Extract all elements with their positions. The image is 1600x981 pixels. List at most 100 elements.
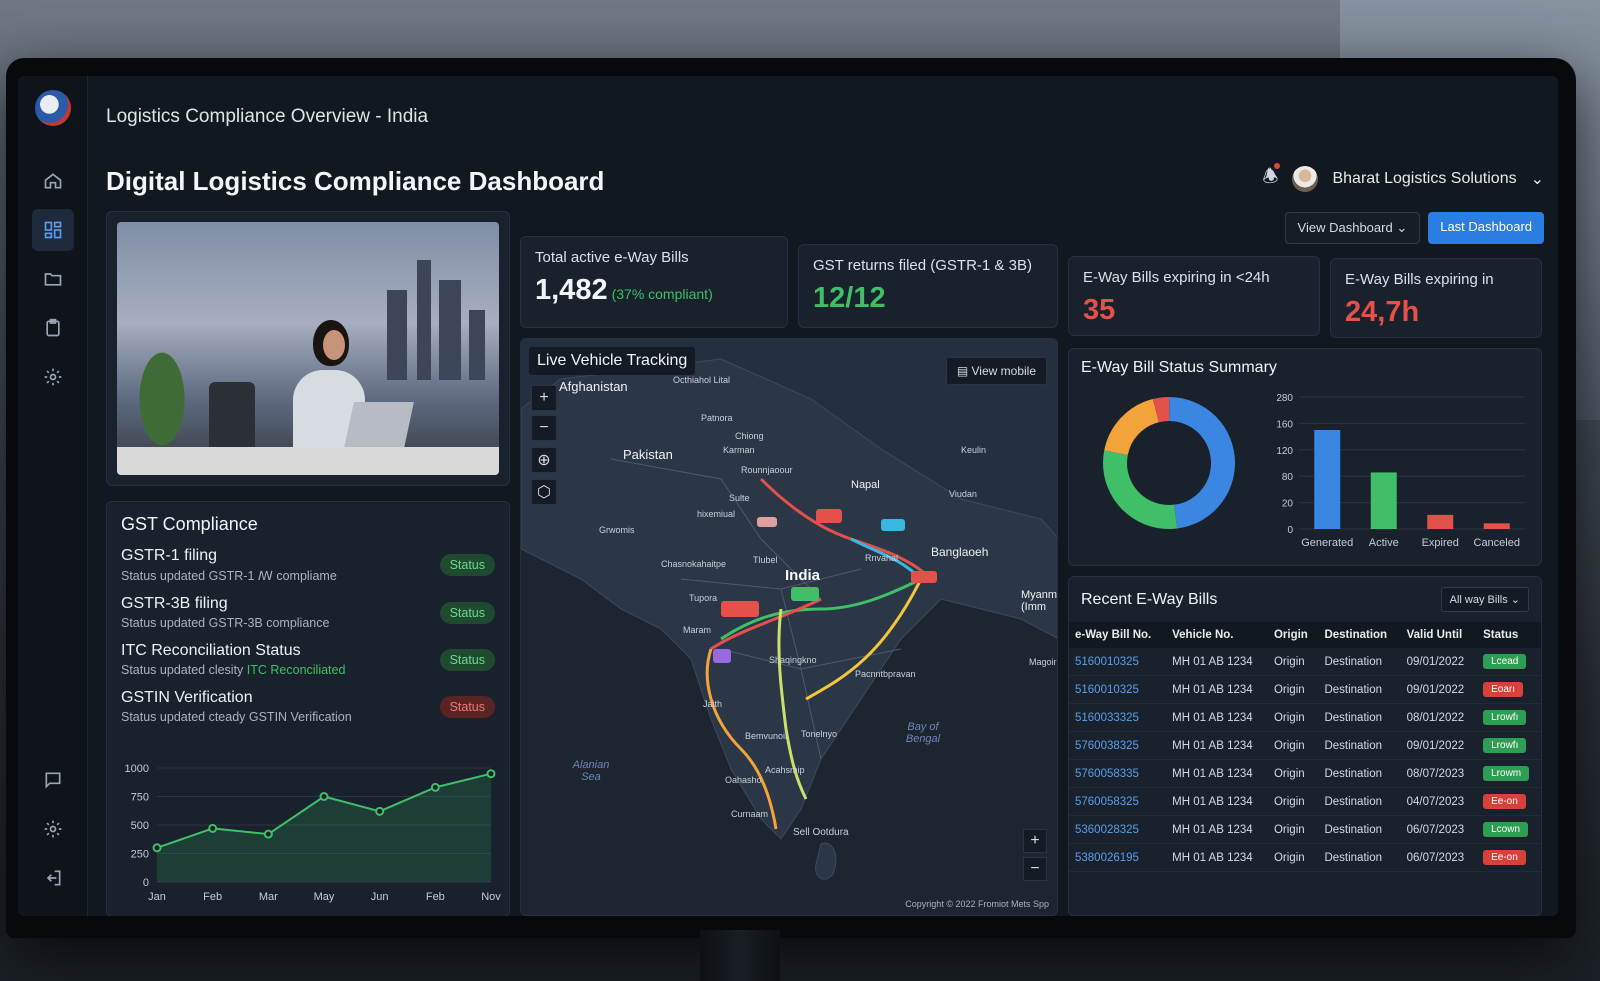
route-yellow (777, 608, 808, 800)
vehicle-tracking-map[interactable]: Live Vehicle Tracking ▤ View mobile + − … (520, 338, 1058, 916)
bar[interactable] (1370, 472, 1397, 529)
status-badge[interactable]: Ee-on (1483, 794, 1526, 809)
line-point[interactable] (152, 843, 162, 853)
window-title: Logistics Compliance Overview - India (106, 106, 429, 127)
destination-cell: Destination (1318, 759, 1401, 788)
status-badge[interactable]: Eoarı (1483, 682, 1524, 697)
map-zoom-in-button[interactable]: + (531, 385, 557, 411)
map-zoom-in-button-bottom[interactable]: + (1023, 829, 1047, 853)
sidebar-item-messages[interactable] (32, 759, 74, 801)
bar[interactable] (1314, 430, 1341, 529)
map-title: Live Vehicle Tracking (529, 347, 696, 375)
status-badge[interactable]: Lrowm (1483, 766, 1530, 781)
status-badge[interactable]: Status (439, 648, 495, 671)
column-header[interactable]: Vehicle No. (1166, 622, 1268, 648)
map-zoom-out-button-bottom[interactable]: − (1023, 857, 1047, 881)
view-dashboard-dropdown[interactable]: View Dashboard ⌄ (1284, 212, 1421, 244)
map-label-city: Curnaam (731, 809, 769, 819)
last-dashboard-button[interactable]: Last Dashboard (1428, 212, 1544, 244)
status-badge[interactable]: Ee-on (1483, 850, 1526, 865)
donut-slice[interactable] (1103, 397, 1235, 529)
bills-filter-dropdown[interactable]: All way Bills ⌄ (1440, 587, 1529, 612)
bill-number-link[interactable]: 5160010325 (1069, 648, 1167, 676)
sidebar-item-folder[interactable] (32, 258, 74, 300)
table-row[interactable]: 5160010325 MH 01 AB 1234 Origin Destinat… (1069, 675, 1541, 704)
table-row[interactable]: 5380026195 MH 01 AB 1234 Origin Destinat… (1069, 843, 1541, 872)
map-zoom-out-button[interactable]: − (531, 415, 557, 441)
map-locate-icon[interactable]: ⊕ (531, 447, 557, 473)
kpi-value: 24,7h (1345, 296, 1420, 328)
column-header[interactable]: Valid Until (1400, 622, 1478, 648)
line-point[interactable] (430, 782, 440, 792)
map-layers-icon[interactable]: ⬡ (531, 479, 557, 505)
map-label-city: Jaith (703, 699, 723, 709)
table-row[interactable]: 5760058335 MH 01 AB 1234 Origin Destinat… (1069, 759, 1541, 788)
vehicle-cell: MH 01 AB 1234 (1166, 787, 1268, 816)
map-label-myanmar: Myanm (Imm (1021, 589, 1058, 613)
table-row[interactable]: 5760038325 MH 01 AB 1234 Origin Destinat… (1069, 731, 1541, 760)
column-header[interactable]: Origin (1267, 622, 1319, 648)
avatar[interactable] (1292, 166, 1319, 192)
notification-bell-icon[interactable]: 🕭 (1262, 163, 1281, 194)
sidebar-item-preferences[interactable] (32, 808, 74, 850)
line-area (157, 773, 491, 882)
status-summary-card: E-Way Bill Status Summary 0 20 80 120 160 280… (1068, 348, 1542, 566)
column-header[interactable]: e-Way Bill No. (1069, 622, 1167, 648)
map-label-city: Chiong (735, 431, 764, 441)
y-tick-label: 160 (1276, 419, 1293, 430)
bill-number-link[interactable]: 5160010325 (1069, 675, 1167, 704)
user-name[interactable]: Bharat Logistics Solutions (1332, 170, 1517, 187)
bill-number-link[interactable]: 5760058325 (1069, 787, 1167, 816)
table-body: 5160010325 MH 01 AB 1234 Origin Destinat… (1069, 648, 1541, 872)
status-badge[interactable]: Status (439, 554, 495, 576)
gear-icon (44, 820, 61, 838)
sidebar-item-dashboard[interactable] (31, 209, 74, 251)
donut-slice[interactable] (1103, 397, 1235, 529)
sidebar-item-clipboard[interactable] (32, 307, 74, 349)
bill-number-link[interactable]: 5360028325 (1069, 815, 1167, 844)
bar[interactable] (1427, 514, 1454, 529)
route-red (759, 477, 933, 581)
line-point[interactable] (486, 769, 496, 779)
truck-red-2 (816, 509, 842, 523)
sidebar-item-logout[interactable] (32, 857, 74, 899)
column-header[interactable]: Status (1477, 622, 1541, 648)
table-row[interactable]: 5360028325 MH 01 AB 1234 Origin Destinat… (1069, 815, 1541, 844)
line-point[interactable] (375, 806, 385, 816)
chevron-down-icon[interactable]: ⌄ (1530, 171, 1544, 188)
line-point[interactable] (263, 829, 273, 839)
column-header[interactable]: Destination (1318, 622, 1401, 648)
bill-number-link[interactable]: 5760058335 (1069, 759, 1167, 788)
table-row[interactable]: 5160010325 MH 01 AB 1234 Origin Destinat… (1069, 648, 1541, 676)
vehicle-cell: MH 01 AB 1234 (1166, 843, 1268, 872)
gst-item-name: GSTR-1 filing (121, 547, 218, 564)
sidebar-item-settings[interactable] (32, 356, 74, 398)
status-badge[interactable]: Lcown (1483, 822, 1529, 837)
donut-slice[interactable] (1103, 397, 1235, 529)
status-badge[interactable]: Status (439, 601, 495, 624)
status-donut-chart (1103, 397, 1235, 529)
x-tick-label: Jun (371, 891, 389, 903)
status-badge[interactable]: Status (439, 695, 495, 718)
gst-item: GSTR-3B filing Status updated GSTR-3B co… (121, 595, 495, 630)
line-point[interactable] (208, 823, 218, 833)
bill-number-link[interactable]: 5760038325 (1069, 731, 1167, 760)
status-badge[interactable]: Lrowfı (1483, 710, 1527, 725)
bar[interactable] (1483, 523, 1510, 529)
mobile-icon: ▤ (956, 364, 969, 378)
table-row[interactable]: 5160033325 MH 01 AB 1234 Origin Destinat… (1069, 703, 1541, 732)
gst-item-desc: Status updated cteady GSTIN Verification (121, 710, 352, 724)
x-tick-label: Active (1369, 537, 1399, 549)
table-row[interactable]: 5760058325 MH 01 AB 1234 Origin Destinat… (1069, 787, 1541, 816)
line-point[interactable] (319, 792, 329, 801)
gst-item-desc: Status updated GSTR-3B compliance (121, 616, 329, 630)
status-badge[interactable]: Lrowfı (1483, 738, 1527, 753)
bill-number-link[interactable]: 5160033325 (1069, 703, 1167, 732)
bill-number-link[interactable]: 5380026195 (1069, 843, 1167, 872)
status-badge[interactable]: Lcead (1483, 654, 1527, 669)
view-mobile-button[interactable]: ▤ View mobile (945, 357, 1047, 385)
destination-cell: Destination (1318, 731, 1401, 760)
sidebar-item-home[interactable] (32, 160, 74, 202)
map-label-city: Grwomis (599, 525, 635, 535)
gst-item: GSTIN Verification Status updated cteady… (121, 689, 495, 724)
